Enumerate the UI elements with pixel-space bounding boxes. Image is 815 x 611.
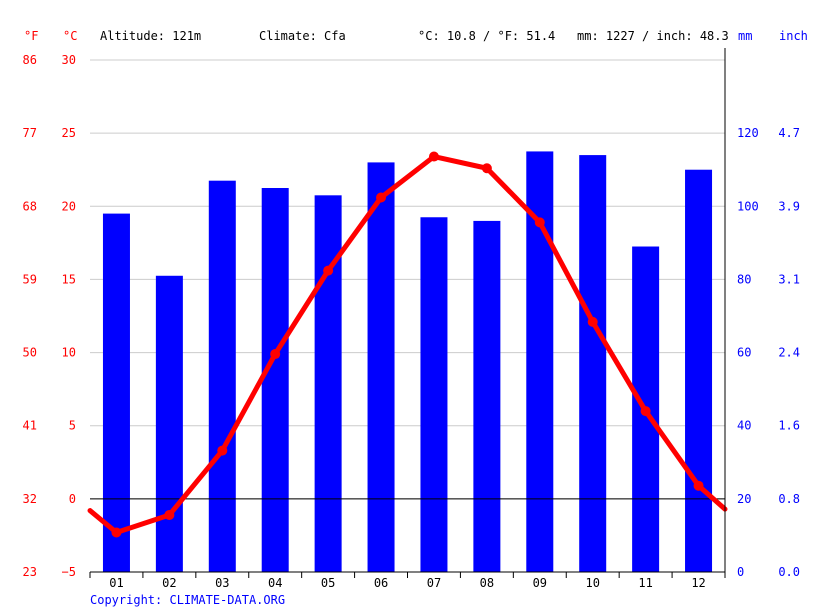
x-tick-label: 12: [691, 576, 705, 590]
fahrenheit-tick-label: 77: [23, 126, 37, 140]
unit-inch: inch: [779, 29, 808, 43]
precipitation-bar: [579, 155, 607, 573]
x-tick-label: 08: [480, 576, 494, 590]
celsius-tick-label: 10: [62, 346, 76, 360]
precipitation-bar: [367, 162, 395, 572]
x-tick-label: 03: [215, 576, 229, 590]
temperature-line: [87, 151, 728, 538]
temperature-point: [481, 163, 492, 174]
celsius-tick-label: 25: [62, 126, 76, 140]
precipitation-bars: [102, 151, 713, 573]
mm-tick-label: 40: [737, 419, 751, 433]
precipitation-bar: [473, 220, 501, 572]
x-tick-label: 06: [374, 576, 388, 590]
mm-tick-label: 0: [737, 565, 744, 579]
temperature-point: [376, 192, 387, 203]
inch-tick-label: 3.1: [778, 272, 800, 286]
precipitation-bar: [261, 188, 289, 572]
mm-tick-label: 60: [737, 346, 751, 360]
x-tick-label: 02: [162, 576, 176, 590]
axes: [89, 48, 726, 578]
copyright-text: Copyright: CLIMATE-DATA.ORG: [90, 593, 285, 607]
fahrenheit-tick-label: 86: [23, 53, 37, 67]
temperature-point: [640, 406, 651, 417]
grid-lines: [90, 59, 725, 500]
inch-tick-label: 1.6: [778, 419, 800, 433]
precipitation-bar: [420, 217, 448, 572]
fahrenheit-tick-label: 32: [23, 492, 37, 506]
mm-tick-label: 100: [737, 199, 759, 213]
precipitation-bar: [102, 213, 130, 572]
inch-tick-label: 3.9: [778, 199, 800, 213]
mm-tick-label: 80: [737, 272, 751, 286]
altitude-label: Altitude: 121m: [100, 29, 201, 43]
x-tick-label: 07: [427, 576, 441, 590]
precipitation-bar: [155, 275, 183, 572]
x-tick-label: 09: [533, 576, 547, 590]
mm-tick-label: 20: [737, 492, 751, 506]
temperature-point: [534, 217, 545, 228]
temperature-series-line: [87, 154, 728, 536]
temperature-point: [428, 151, 439, 162]
temperature-point: [270, 349, 281, 360]
temperature-point: [323, 265, 334, 276]
fahrenheit-tick-label: 59: [23, 272, 37, 286]
fahrenheit-tick-label: 50: [23, 346, 37, 360]
celsius-tick-label: 15: [62, 272, 76, 286]
temperature-point: [587, 316, 598, 327]
inch-tick-label: 2.4: [778, 346, 800, 360]
inch-tick-label: 0.8: [778, 492, 800, 506]
axis-labels: 01 02 03 04 05 06 07 08 09 10 11 128677685950413223…: [23, 53, 800, 590]
inch-tick-label: 0.0: [778, 565, 800, 579]
celsius-tick-label: 30: [62, 53, 76, 67]
temperature-point: [111, 527, 122, 538]
precipitation-summary: mm: 1227 / inch: 48.3: [577, 29, 729, 43]
fahrenheit-tick-label: 23: [23, 565, 37, 579]
celsius-tick-label: 5: [69, 419, 76, 433]
precipitation-bar: [314, 195, 342, 573]
celsius-tick-label: 20: [62, 199, 76, 213]
celsius-tick-label: 0: [69, 492, 76, 506]
fahrenheit-tick-label: 41: [23, 419, 37, 433]
x-tick-label: 01: [109, 576, 123, 590]
precipitation-bar: [208, 180, 236, 572]
mm-tick-label: 120: [737, 126, 759, 140]
temperature-point: [693, 480, 704, 491]
unit-celsius: °C: [63, 29, 77, 43]
celsius-tick-label: −5: [62, 565, 76, 579]
temperature-point: [164, 509, 175, 520]
unit-fahrenheit: °F: [24, 29, 38, 43]
x-tick-label: 11: [638, 576, 652, 590]
climate-label: Climate: Cfa: [259, 29, 346, 43]
precipitation-bar: [685, 169, 713, 572]
inch-tick-label: 4.7: [778, 126, 800, 140]
fahrenheit-tick-label: 68: [23, 199, 37, 213]
x-tick-label: 05: [321, 576, 335, 590]
temperature-summary: °C: 10.8 / °F: 51.4: [418, 29, 555, 43]
x-tick-label: 04: [268, 576, 282, 590]
temperature-point: [217, 445, 228, 456]
unit-mm: mm: [738, 29, 752, 43]
x-tick-label: 10: [585, 576, 599, 590]
